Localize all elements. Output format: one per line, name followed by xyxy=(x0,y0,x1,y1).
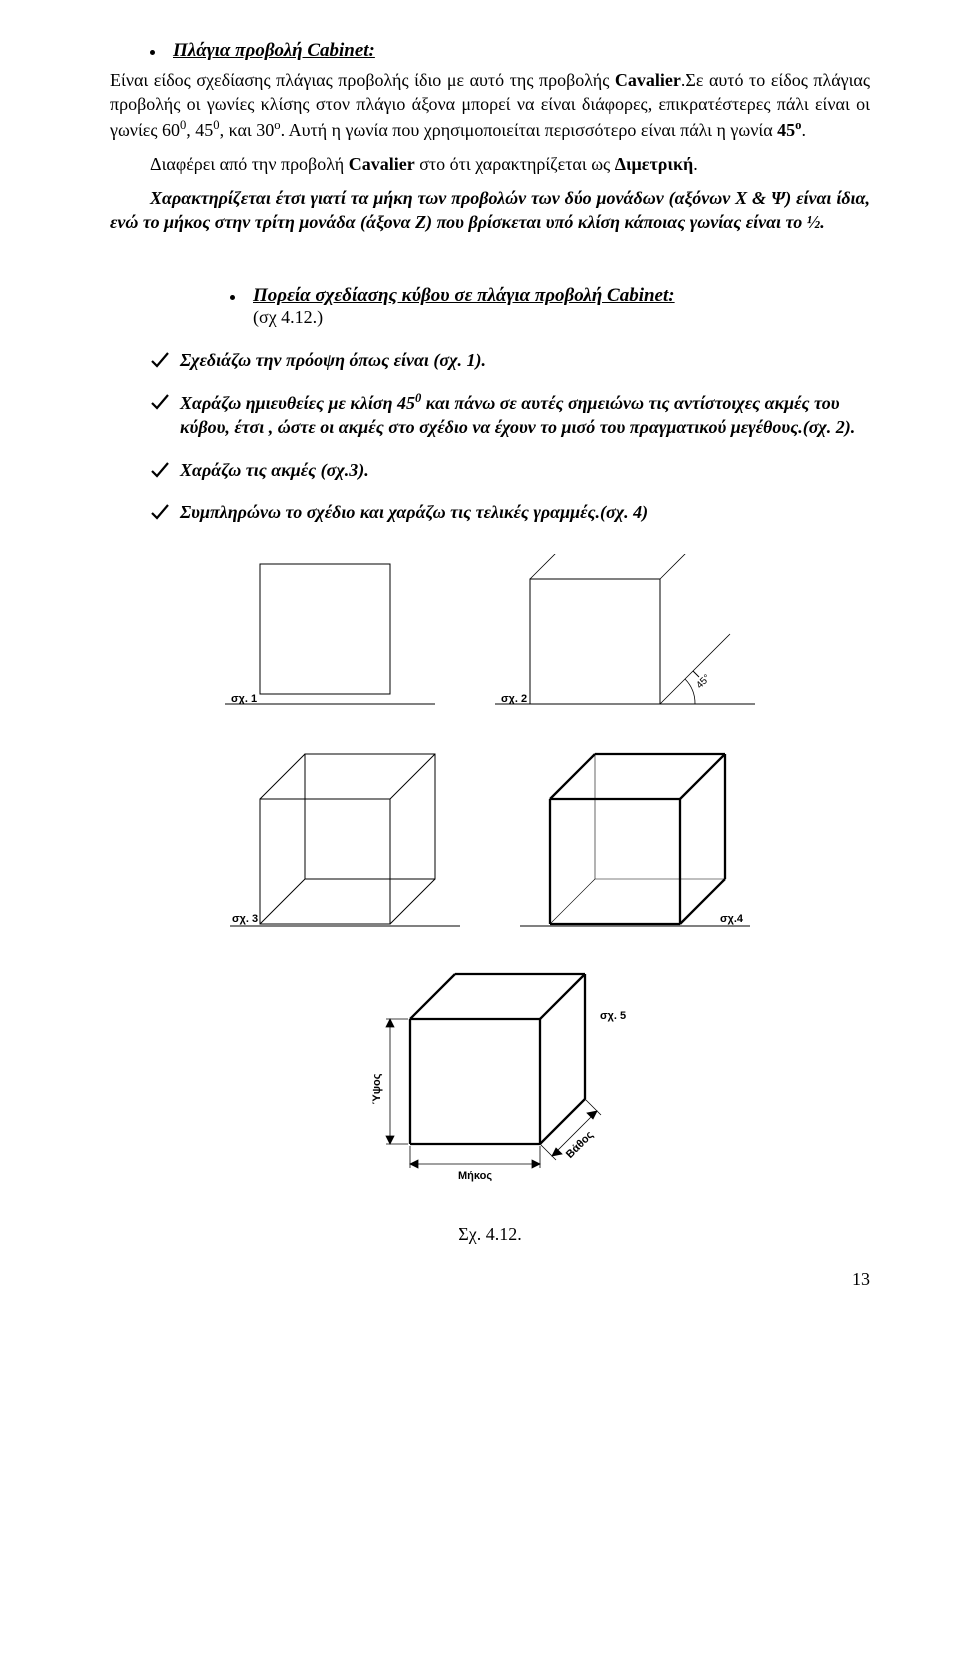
p2-d: Διμετρική xyxy=(615,154,694,174)
axis-width-label: Μήκος xyxy=(458,1170,492,1182)
sub-bullet-title: Πορεία σχεδίασης κύβου σε πλάγια προβολή… xyxy=(253,285,675,306)
diagram-row-2: σχ. 3 xyxy=(210,744,770,934)
c2-a: Χαράζω ημιευθείες με κλίση 45 xyxy=(180,393,415,413)
axis-depth-label: Βάθος xyxy=(564,1129,596,1161)
diag2-label: σχ. 2 xyxy=(501,693,527,705)
bullet-icon xyxy=(230,295,235,300)
section-title: Πλάγια προβολή Cabinet: xyxy=(173,40,375,62)
check-item-1: Σχεδιάζω την πρόοψη όπως είναι (σχ. 1). xyxy=(150,348,870,372)
check-item-3: Χαράζω τις ακμές (σχ.3). xyxy=(150,458,870,482)
diag3-label: σχ. 3 xyxy=(232,913,258,925)
diag1-label: σχ. 1 xyxy=(231,693,257,705)
paragraph-1: Είναι είδος σχεδίασης πλάγιας προβολής ί… xyxy=(110,68,870,142)
figure-caption: Σχ. 4.12. xyxy=(110,1224,870,1245)
check-icon xyxy=(150,460,170,480)
check-text-3: Χαράζω τις ακμές (σχ.3). xyxy=(180,458,369,482)
document-page: Πλάγια προβολή Cabinet: Είναι είδος σχεδ… xyxy=(0,0,960,1330)
diagram-row-1: σχ. 1 45° σχ. 2 xyxy=(210,554,770,714)
sub-bullet-ref: (σχ 4.12.) xyxy=(253,307,323,327)
diagram-2: 45° σχ. 2 xyxy=(495,554,755,714)
diag4-label: σχ.4 xyxy=(720,913,744,925)
diagram-5: Ύψος Μήκος Βάθος xyxy=(350,964,630,1194)
check-text-1: Σχεδιάζω την πρόοψη όπως είναι (σχ. 1). xyxy=(180,348,486,372)
p1-a: Είναι είδος σχεδίασης πλάγιας προβολής ί… xyxy=(110,70,615,90)
paragraph-2: Διαφέρει από την προβολή Cavalier στο ότ… xyxy=(110,152,870,176)
check-item-4: Συμπληρώνω το σχέδιο και χαράζω τις τελι… xyxy=(150,500,870,524)
sub-bullet-block: Πορεία σχεδίασης κύβου σε πλάγια προβολή… xyxy=(253,285,675,328)
p1-l: . xyxy=(801,120,806,140)
diagram-3: σχ. 3 xyxy=(230,744,460,934)
p1-e: , 45 xyxy=(186,120,213,140)
check-icon xyxy=(150,392,170,412)
check-text-2: Χαράζω ημιευθείες με κλίση 450 και πάνω … xyxy=(180,390,870,440)
check-icon xyxy=(150,350,170,370)
diagram-row-3: Ύψος Μήκος Βάθος xyxy=(210,964,770,1194)
diag5-label: σχ. 5 xyxy=(600,1010,626,1022)
check-icon xyxy=(150,502,170,522)
p2-c: στο ότι χαρακτηρίζεται ως xyxy=(415,154,615,174)
sub-bullet-row: Πορεία σχεδίασης κύβου σε πλάγια προβολή… xyxy=(110,285,870,328)
check-text-4: Συμπληρώνω το σχέδιο και χαράζω τις τελι… xyxy=(180,500,648,524)
p2-e: . xyxy=(693,154,698,174)
bullet-icon xyxy=(150,50,155,55)
diagrams-block: σχ. 1 45° σχ. 2 xyxy=(210,554,770,1194)
p1-j: 45 xyxy=(777,120,795,140)
page-number: 13 xyxy=(110,1269,870,1290)
check-item-2: Χαράζω ημιευθείες με κλίση 450 και πάνω … xyxy=(150,390,870,440)
diagram-4: σχ.4 xyxy=(520,744,750,934)
check-list: Σχεδιάζω την πρόοψη όπως είναι (σχ. 1). … xyxy=(110,348,870,524)
p1-b: Cavalier xyxy=(615,70,681,90)
p2-b: Cavalier xyxy=(349,154,415,174)
p1-g: , και 30 xyxy=(220,120,275,140)
p1-i: . Αυτή η γωνία που χρησιμοποιείται περισ… xyxy=(281,120,778,140)
p2-a: Διαφέρει από την προβολή xyxy=(150,154,349,174)
diagram-1: σχ. 1 xyxy=(225,554,435,714)
axis-height-label: Ύψος xyxy=(371,1074,383,1105)
paragraph-3: Χαρακτηρίζεται έτσι γιατί τα μήκη των πρ… xyxy=(110,186,870,235)
title-bullet-row: Πλάγια προβολή Cabinet: xyxy=(110,40,870,62)
